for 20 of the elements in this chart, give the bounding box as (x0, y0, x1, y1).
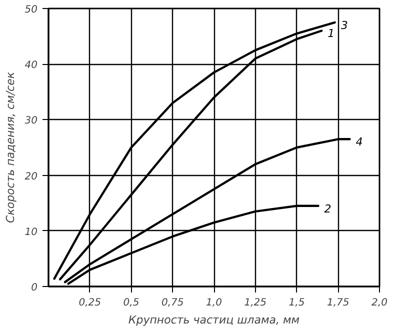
series-label: 4 (356, 136, 363, 149)
x-tick-label: 0,75 (161, 298, 184, 308)
x-tick-label: 0,25 (78, 298, 102, 308)
x-axis-title: Крупность частиц шлама, мм (128, 314, 300, 326)
x-tick-label: 1,75 (326, 298, 350, 308)
y-tick-label: 10 (24, 226, 38, 238)
x-tick-label: 1,25 (244, 298, 267, 308)
series-label: 1 (328, 27, 335, 40)
y-tick-label: 40 (24, 60, 38, 72)
series-label: 2 (324, 202, 332, 216)
y-tick-label: 30 (24, 116, 38, 127)
y-tick-label: 0 (31, 282, 38, 294)
x-tick-label: 2,0 (372, 298, 388, 308)
x-tick-label: 1,0 (206, 298, 222, 308)
x-tick-label: 1,5 (288, 298, 305, 308)
y-tick-label: 20 (24, 171, 38, 182)
y-tick-label: 50 (24, 4, 38, 16)
y-axis-title: Скорость падения, см/сек (4, 72, 17, 223)
series-label: 3 (340, 18, 348, 32)
x-tick-label: 0,5 (123, 298, 140, 308)
